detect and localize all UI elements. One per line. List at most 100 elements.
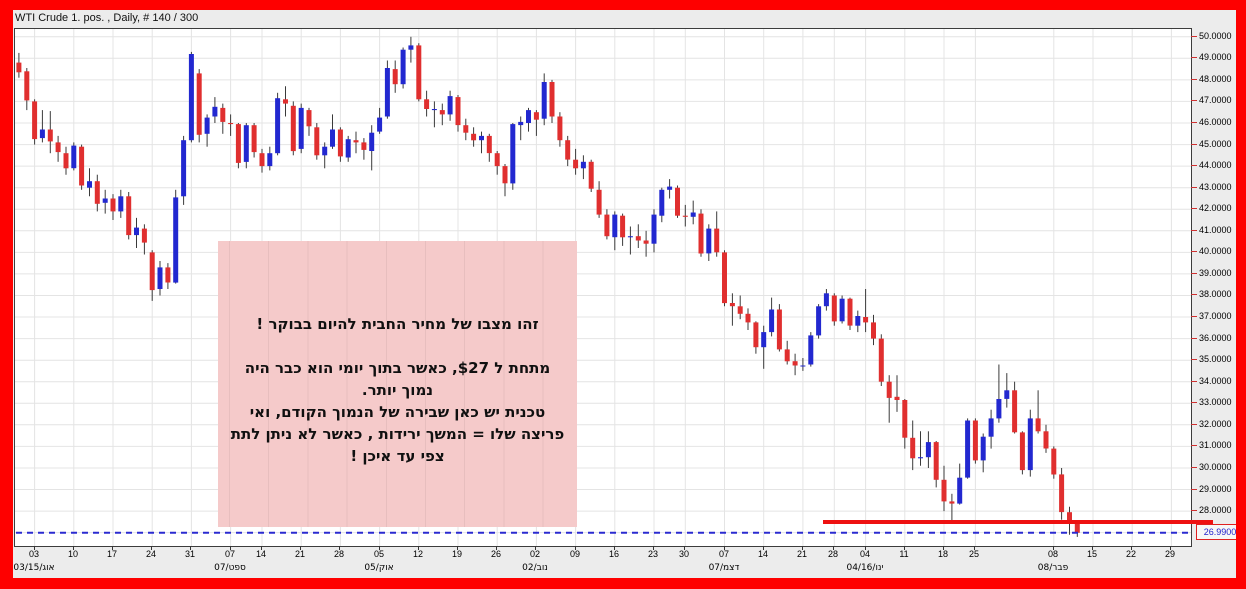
chart-plot-area[interactable] xyxy=(14,28,1192,547)
date-axis-label: 24 xyxy=(145,549,157,559)
candle-down xyxy=(972,420,978,461)
month-axis-label: 07/דצמ xyxy=(708,563,740,573)
date-axis-tick xyxy=(112,546,113,550)
date-axis-tick xyxy=(724,546,725,550)
price-axis-label: 38.0000 xyxy=(1199,289,1232,299)
month-axis-label: 08/פבר xyxy=(1037,563,1069,573)
date-axis-label: 07 xyxy=(224,549,236,559)
candle-up xyxy=(651,214,657,244)
price-axis-tick xyxy=(1191,467,1197,468)
date-axis-tick xyxy=(1053,546,1054,550)
candle-up xyxy=(690,212,696,217)
candle-up xyxy=(580,161,586,169)
date-axis-tick xyxy=(974,546,975,550)
candle-up xyxy=(298,107,304,149)
date-axis-label: 26 xyxy=(490,549,502,559)
price-axis-tick xyxy=(1191,122,1197,123)
price-axis-tick xyxy=(1191,144,1197,145)
date-axis-tick xyxy=(833,546,834,550)
price-axis-tick xyxy=(1191,79,1197,80)
date-axis-tick xyxy=(261,546,262,550)
price-axis-label: 34.0000 xyxy=(1199,376,1232,386)
candle-down xyxy=(792,361,798,366)
candle-down xyxy=(776,309,782,350)
date-axis-tick xyxy=(684,546,685,550)
candle-up xyxy=(173,197,179,283)
date-axis-tick xyxy=(230,546,231,550)
price-axis-label: 42.0000 xyxy=(1199,203,1232,213)
month-axis-label: 07/ספט xyxy=(214,563,246,573)
date-axis-label: 31 xyxy=(184,549,196,559)
date-axis-label: 23 xyxy=(647,549,659,559)
month-axis-label: 04/16/ינו xyxy=(846,563,884,573)
annotation-line: זהו מצבו של מחיר החבית להיום בבוקר ! xyxy=(256,315,539,333)
price-axis-label: 41.0000 xyxy=(1199,225,1232,235)
candle-up xyxy=(925,442,931,458)
candle-down xyxy=(847,298,853,326)
price-axis-tick xyxy=(1191,294,1197,295)
candle-down xyxy=(565,140,571,160)
candle-down xyxy=(283,99,288,104)
price-axis-label: 50.0000 xyxy=(1199,31,1232,41)
candle-down xyxy=(471,133,477,141)
candle-down xyxy=(1074,522,1080,533)
candle-down xyxy=(149,252,155,291)
candle-down xyxy=(949,501,955,504)
date-axis-label: 28 xyxy=(827,549,839,559)
candle-down xyxy=(722,252,727,304)
date-axis-label: 14 xyxy=(757,549,769,559)
date-axis-label: 09 xyxy=(569,549,581,559)
price-axis-label: 46.0000 xyxy=(1199,117,1232,127)
window-frame-bottom xyxy=(0,578,1246,589)
price-axis-tick xyxy=(1191,402,1197,403)
candle-up xyxy=(275,98,281,154)
price-axis-label: 40.0000 xyxy=(1199,246,1232,256)
date-axis-label: 15 xyxy=(1086,549,1098,559)
candle-up xyxy=(627,236,633,238)
date-axis-label: 22 xyxy=(1125,549,1137,559)
price-axis-tick xyxy=(1191,251,1197,252)
candle-down xyxy=(894,396,900,400)
candle-down xyxy=(494,153,500,167)
candle-down xyxy=(259,153,265,167)
candle-up xyxy=(823,293,829,307)
date-axis-tick xyxy=(1092,546,1093,550)
candle-up xyxy=(243,125,249,162)
date-axis-tick xyxy=(1170,546,1171,550)
price-axis-tick xyxy=(1191,510,1197,511)
candle-down xyxy=(831,295,837,322)
candle-down xyxy=(16,62,22,73)
price-axis-tick xyxy=(1191,381,1197,382)
candle-down xyxy=(235,124,241,163)
price-axis-label: 48.0000 xyxy=(1199,74,1232,84)
price-axis-label: 37.0000 xyxy=(1199,311,1232,321)
price-axis-label: 45.0000 xyxy=(1199,139,1232,149)
candle-down xyxy=(729,303,735,307)
candle-down xyxy=(251,125,257,153)
candle-up xyxy=(345,139,351,158)
candle-up xyxy=(510,124,516,184)
price-axis-tick xyxy=(1191,338,1197,339)
annotation-box[interactable]: זהו מצבו של מחיר החבית להיום בבוקר ! מתח… xyxy=(218,241,577,527)
candle-down xyxy=(502,166,508,184)
price-axis-tick xyxy=(1191,100,1197,101)
candle-down xyxy=(596,189,602,215)
candlestick-canvas xyxy=(15,29,1191,546)
candle-down xyxy=(533,112,539,120)
price-axis-label: 33.0000 xyxy=(1199,397,1232,407)
window-frame-top xyxy=(0,0,1246,10)
annotation-line: פריצה שלו = המשך ירידות , כאשר לא ניתן ל… xyxy=(230,425,565,443)
candle-up xyxy=(102,198,108,203)
candle-down xyxy=(1043,431,1049,449)
candle-down xyxy=(933,442,939,480)
candle-down xyxy=(455,97,461,126)
date-axis-tick xyxy=(614,546,615,550)
candle-up xyxy=(267,153,273,167)
support-trendline[interactable] xyxy=(823,520,1213,524)
candle-up xyxy=(134,227,139,236)
price-axis-tick xyxy=(1191,57,1197,58)
date-axis-tick xyxy=(943,546,944,550)
candle-down xyxy=(714,228,720,253)
price-axis-tick xyxy=(1191,316,1197,317)
candle-down xyxy=(573,159,579,169)
